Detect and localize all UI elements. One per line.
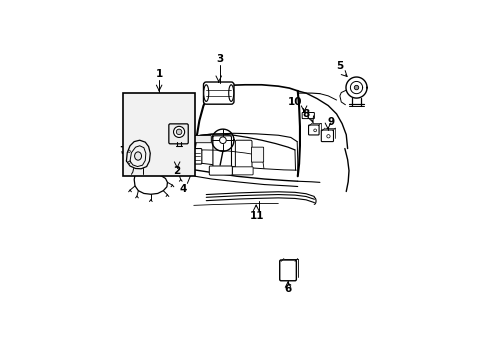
Circle shape xyxy=(219,137,226,144)
FancyBboxPatch shape xyxy=(279,260,296,281)
Text: 2: 2 xyxy=(173,166,181,176)
Text: 3: 3 xyxy=(216,54,224,64)
Text: 7: 7 xyxy=(119,146,126,156)
FancyBboxPatch shape xyxy=(168,124,188,144)
Text: 1: 1 xyxy=(155,69,163,79)
Text: 9: 9 xyxy=(327,117,334,127)
Text: 5: 5 xyxy=(335,62,342,72)
FancyBboxPatch shape xyxy=(321,130,333,141)
Ellipse shape xyxy=(228,85,233,102)
FancyBboxPatch shape xyxy=(203,82,233,104)
Text: 11: 11 xyxy=(250,211,264,221)
Circle shape xyxy=(176,129,182,135)
FancyBboxPatch shape xyxy=(232,167,253,175)
Circle shape xyxy=(313,129,316,132)
FancyBboxPatch shape xyxy=(209,166,232,175)
Circle shape xyxy=(173,126,184,138)
Text: 8: 8 xyxy=(302,109,309,119)
FancyBboxPatch shape xyxy=(212,136,231,172)
FancyBboxPatch shape xyxy=(251,147,263,162)
Text: 10: 10 xyxy=(287,97,302,107)
FancyBboxPatch shape xyxy=(235,140,251,172)
FancyBboxPatch shape xyxy=(302,112,307,118)
Ellipse shape xyxy=(203,85,208,102)
Circle shape xyxy=(128,150,130,152)
FancyBboxPatch shape xyxy=(194,135,211,143)
Circle shape xyxy=(128,161,130,163)
Text: 6: 6 xyxy=(284,284,291,294)
Bar xyxy=(123,93,195,176)
Text: 4: 4 xyxy=(179,184,186,194)
FancyBboxPatch shape xyxy=(308,125,319,135)
Circle shape xyxy=(326,135,329,138)
FancyBboxPatch shape xyxy=(191,149,202,164)
FancyBboxPatch shape xyxy=(307,112,314,118)
Ellipse shape xyxy=(134,152,141,160)
Circle shape xyxy=(354,85,358,90)
